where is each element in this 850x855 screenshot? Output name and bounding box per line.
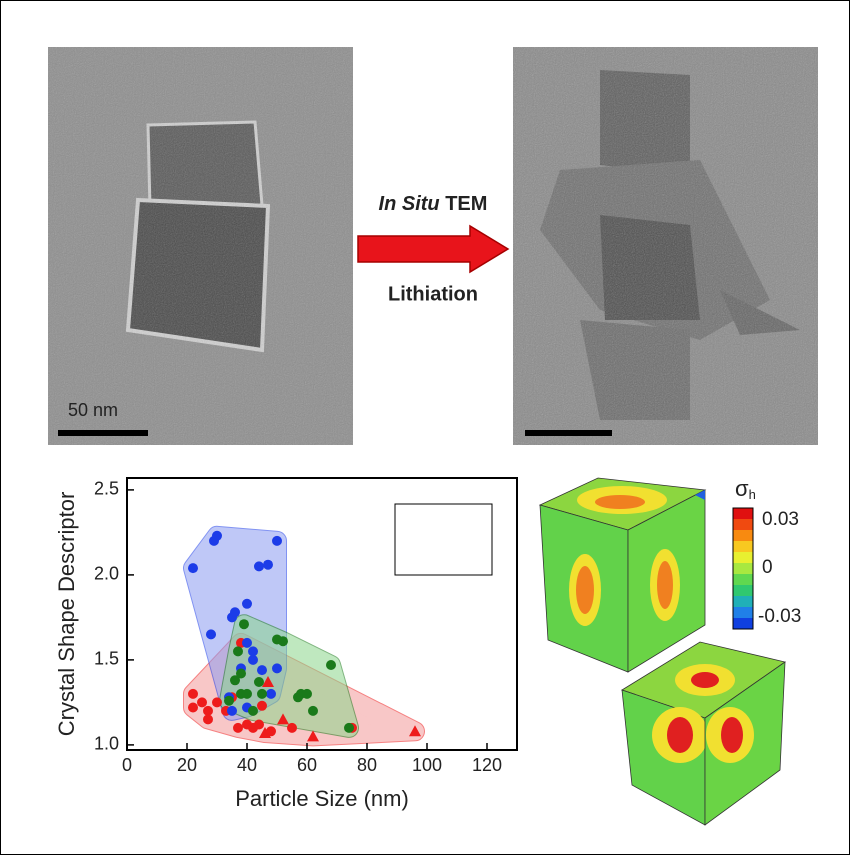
colorbar-band bbox=[733, 574, 753, 585]
point bbox=[233, 646, 243, 656]
colorbar-tick-label: -0.03 bbox=[758, 606, 801, 627]
point bbox=[272, 663, 282, 673]
y-tick-label: 1.5 bbox=[94, 649, 119, 669]
point bbox=[227, 706, 237, 716]
process-label: Lithiation bbox=[388, 283, 478, 305]
point bbox=[230, 675, 240, 685]
point bbox=[188, 703, 198, 713]
point bbox=[206, 629, 216, 639]
point bbox=[248, 655, 258, 665]
x-tick-label: 80 bbox=[357, 755, 377, 775]
point bbox=[188, 689, 198, 699]
point bbox=[326, 660, 336, 670]
arrow bbox=[358, 226, 508, 272]
arrow-label: In Situ TEM bbox=[379, 193, 488, 215]
colorbar-symbol: σ bbox=[735, 476, 749, 501]
colorbar-band bbox=[733, 519, 753, 530]
y-tick-label: 1.0 bbox=[94, 734, 119, 754]
point bbox=[257, 665, 267, 675]
x-tick-label: 20 bbox=[177, 755, 197, 775]
point bbox=[248, 706, 258, 716]
colorbar-tick-label: 0 bbox=[762, 557, 773, 578]
point bbox=[254, 561, 264, 571]
point bbox=[272, 536, 282, 546]
point bbox=[233, 723, 243, 733]
point bbox=[293, 692, 303, 702]
legend bbox=[395, 504, 492, 575]
point bbox=[197, 697, 207, 707]
scale-bar-label: 50 nm bbox=[68, 400, 118, 420]
y-tick-label: 2.0 bbox=[94, 564, 119, 584]
point bbox=[344, 723, 354, 733]
x-tick-label: 60 bbox=[297, 755, 317, 775]
point bbox=[302, 689, 312, 699]
point bbox=[263, 560, 273, 570]
point bbox=[242, 689, 252, 699]
arrow-label-bold: TEM bbox=[445, 193, 487, 215]
point bbox=[278, 636, 288, 646]
tem-before: 50 nm bbox=[48, 47, 353, 445]
colorbar-label: σh bbox=[735, 476, 756, 503]
point bbox=[230, 607, 240, 617]
colorbar-band bbox=[733, 563, 753, 574]
point bbox=[254, 720, 264, 730]
point bbox=[203, 714, 213, 724]
colorbar-tick-label: 0.03 bbox=[762, 509, 799, 530]
point bbox=[257, 701, 267, 711]
stress-cube bbox=[622, 642, 785, 825]
point bbox=[242, 638, 252, 648]
point bbox=[188, 563, 198, 573]
x-tick-label: 120 bbox=[472, 755, 502, 775]
colorbar-subscript: h bbox=[749, 487, 756, 502]
x-tick-label: 40 bbox=[237, 755, 257, 775]
point bbox=[242, 599, 252, 609]
colorbar-band bbox=[733, 607, 753, 618]
x-tick-label: 0 bbox=[122, 755, 132, 775]
scale-bar bbox=[525, 430, 612, 436]
point bbox=[224, 696, 234, 706]
point bbox=[254, 677, 264, 687]
point bbox=[212, 697, 222, 707]
point bbox=[239, 619, 249, 629]
scale-bar bbox=[58, 430, 148, 436]
colorbar bbox=[733, 508, 753, 629]
colorbar-band bbox=[733, 541, 753, 552]
point bbox=[266, 689, 276, 699]
y-axis-label: Crystal Shape Descriptor bbox=[54, 492, 79, 737]
colorbar-band bbox=[733, 530, 753, 541]
colorbar-band bbox=[733, 585, 753, 596]
colorbar-band bbox=[733, 618, 753, 629]
figure: 50 nm In Situ TEM Lithiation 0 20 40 60 80 10… bbox=[0, 0, 850, 855]
stress-cube bbox=[540, 478, 705, 672]
point bbox=[212, 531, 222, 541]
colorbar-band bbox=[733, 508, 753, 519]
x-tick-label: 100 bbox=[412, 755, 442, 775]
colorbar-band bbox=[733, 552, 753, 563]
tem-after bbox=[513, 47, 818, 445]
point bbox=[308, 706, 318, 716]
point bbox=[257, 689, 267, 699]
x-axis-label: Particle Size (nm) bbox=[235, 786, 409, 811]
arrow-label-italic: In Situ bbox=[379, 193, 440, 215]
y-tick-label: 2.5 bbox=[94, 479, 119, 499]
colorbar-band bbox=[733, 596, 753, 607]
